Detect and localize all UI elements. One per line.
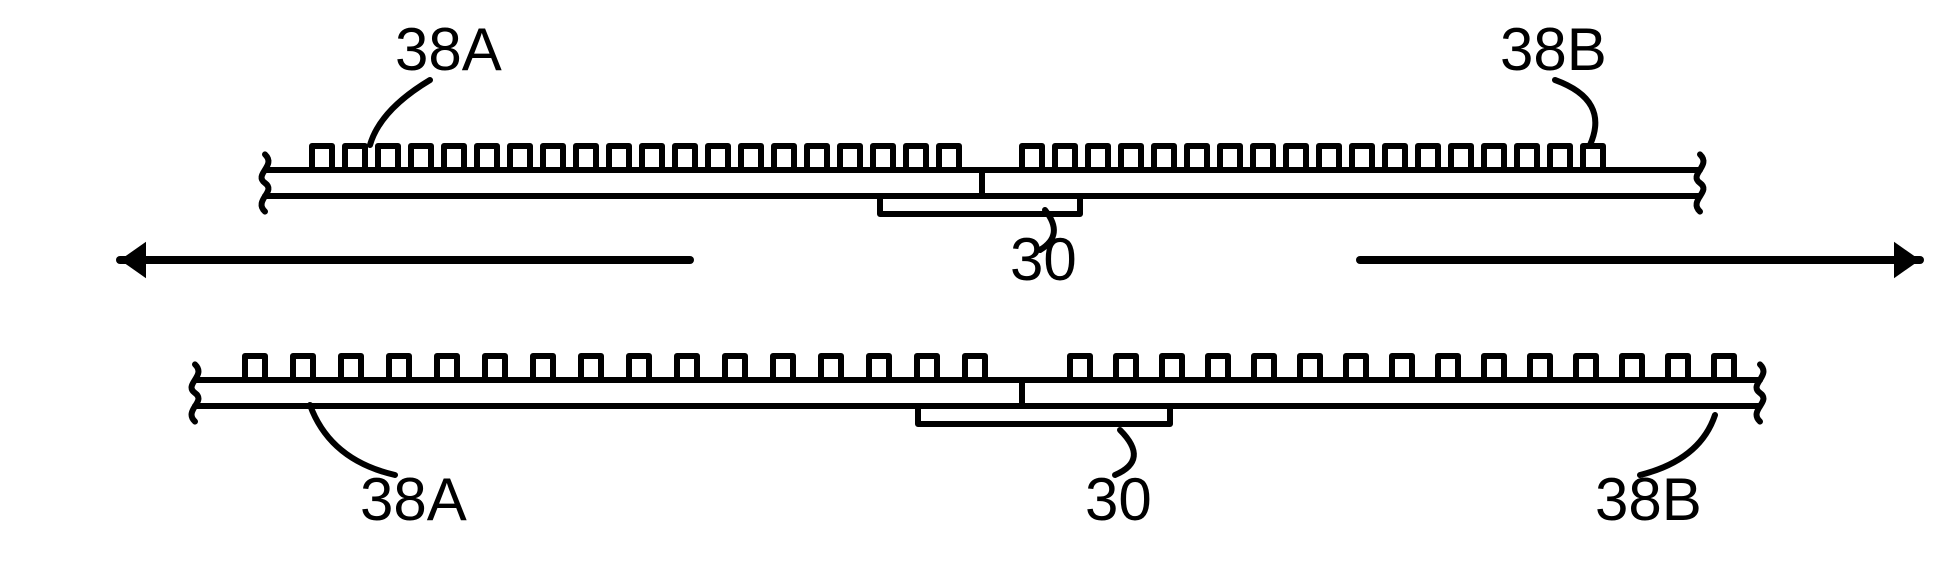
label-30-bottom: 30 (1085, 466, 1152, 533)
arrow-left-head (120, 242, 146, 278)
leader-38B-top (1555, 80, 1595, 145)
label-38B-bottom: 38B (1595, 466, 1702, 533)
label-38B-top: 38B (1500, 16, 1607, 83)
label-30-top: 30 (1010, 226, 1077, 293)
top-teeth-38A (312, 146, 959, 170)
leader-38A-top (370, 80, 430, 145)
top-teeth-38B (1022, 146, 1603, 170)
arrow-left (120, 242, 690, 278)
top-assembly (262, 146, 1704, 214)
arrow-right (1360, 242, 1920, 278)
label-38A-bottom: 38A (360, 466, 467, 533)
bottom-teeth-38A (245, 356, 985, 380)
label-38A-top: 38A (395, 16, 502, 83)
bottom-teeth-38B (1070, 356, 1734, 380)
arrow-right-head (1894, 242, 1920, 278)
bottom-assembly (192, 356, 1764, 424)
leader-38A-bottom (310, 405, 395, 475)
